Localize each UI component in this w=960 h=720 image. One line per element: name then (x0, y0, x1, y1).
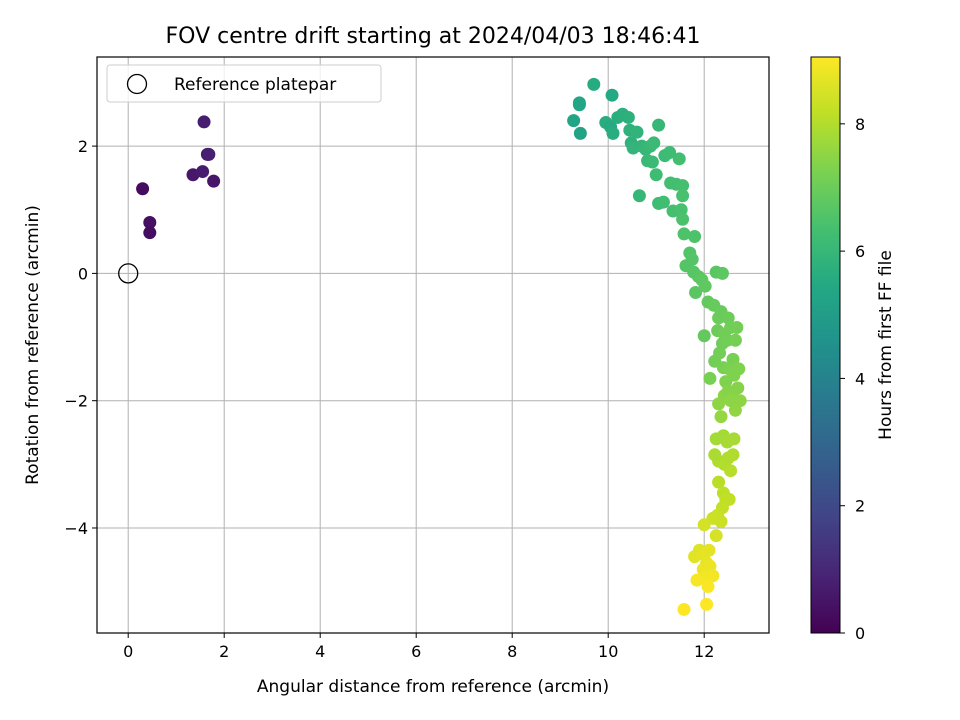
data-point (726, 352, 740, 366)
data-point (724, 394, 738, 408)
data-point (196, 165, 210, 179)
data-point (709, 529, 723, 543)
data-point (722, 492, 736, 506)
data-point (697, 329, 711, 343)
colorbar-ticks: 0 2 4 6 8 (840, 115, 865, 643)
legend-marker-reference (126, 73, 148, 95)
data-point (676, 212, 690, 226)
data-point (143, 226, 157, 240)
data-point (715, 266, 729, 280)
data-point (606, 126, 620, 140)
data-point (688, 229, 702, 243)
y-axis-ticks: −4 −2 0 2 (64, 137, 97, 538)
x-tick-label: 4 (315, 642, 325, 661)
plot-frame (96, 56, 770, 634)
colorbar-tick-label: 0 (855, 624, 865, 643)
data-point (677, 227, 691, 241)
colorbar: 0 2 4 6 8 Hours from first FF file (810, 56, 896, 643)
data-point (689, 285, 703, 299)
data-point (700, 597, 714, 611)
data-point (674, 203, 688, 217)
x-tick-label: 6 (411, 642, 421, 661)
colorbar-tick-label: 6 (855, 242, 865, 261)
chart-title: FOV centre drift starting at 2024/04/03 … (166, 24, 701, 49)
x-axis-label: Angular distance from reference (arcmin) (257, 677, 609, 697)
data-point (573, 126, 587, 140)
x-axis-ticks: 0 2 4 6 8 10 12 (123, 633, 714, 661)
legend-label-reference: Reference platepar (174, 75, 336, 95)
data-point (732, 362, 746, 376)
data-point (572, 98, 586, 112)
data-point (706, 569, 720, 583)
data-point (649, 168, 663, 182)
data-point (697, 518, 711, 532)
legend: Reference platepar (106, 64, 382, 103)
data-point (703, 371, 717, 385)
data-point (207, 174, 221, 188)
y-tick-label: 2 (78, 137, 88, 156)
data-point (726, 448, 740, 462)
data-point (702, 543, 716, 557)
x-tick-label: 10 (598, 642, 618, 661)
data-point (587, 77, 601, 91)
data-point (647, 136, 661, 150)
colorbar-gradient (810, 56, 841, 634)
data-point (714, 410, 728, 424)
data-point (672, 152, 686, 166)
data-point (676, 189, 690, 203)
data-point (724, 464, 738, 478)
data-point (663, 145, 677, 159)
data-point (136, 182, 150, 196)
data-point (698, 279, 712, 293)
data-point (656, 195, 670, 209)
data-point (197, 115, 211, 129)
x-tick-label: 2 (219, 642, 229, 661)
x-tick-label: 8 (507, 642, 517, 661)
data-point (621, 110, 635, 124)
data-point (676, 179, 690, 193)
data-point (632, 189, 646, 203)
data-point (701, 580, 715, 594)
data-point (708, 448, 722, 462)
data-point (567, 114, 581, 128)
data-point (730, 320, 744, 334)
y-tick-label: −2 (64, 392, 88, 411)
data-point (652, 118, 666, 132)
data-point (677, 602, 691, 616)
legend-box (106, 64, 382, 103)
y-tick-label: −4 (64, 519, 88, 538)
data-point (143, 215, 157, 229)
data-point (685, 252, 699, 266)
colorbar-tick-label: 8 (855, 115, 865, 134)
colorbar-label: Hours from first FF file (876, 250, 896, 440)
data-point (202, 147, 216, 161)
y-axis-label: Rotation from reference (arcmin) (23, 205, 43, 485)
data-point (630, 125, 644, 139)
data-point (728, 333, 742, 347)
scatter-points (136, 77, 747, 616)
data-point (712, 475, 726, 489)
x-tick-label: 12 (694, 642, 714, 661)
y-tick-label: 0 (78, 264, 88, 283)
reference-marker-group (118, 263, 139, 284)
data-point (645, 155, 659, 169)
colorbar-tick-label: 4 (855, 369, 865, 388)
data-point (727, 432, 741, 446)
colorbar-tick-label: 2 (855, 497, 865, 516)
reference-marker (118, 263, 139, 284)
data-point (690, 573, 704, 587)
data-point (605, 88, 619, 102)
x-tick-label: 0 (123, 642, 133, 661)
